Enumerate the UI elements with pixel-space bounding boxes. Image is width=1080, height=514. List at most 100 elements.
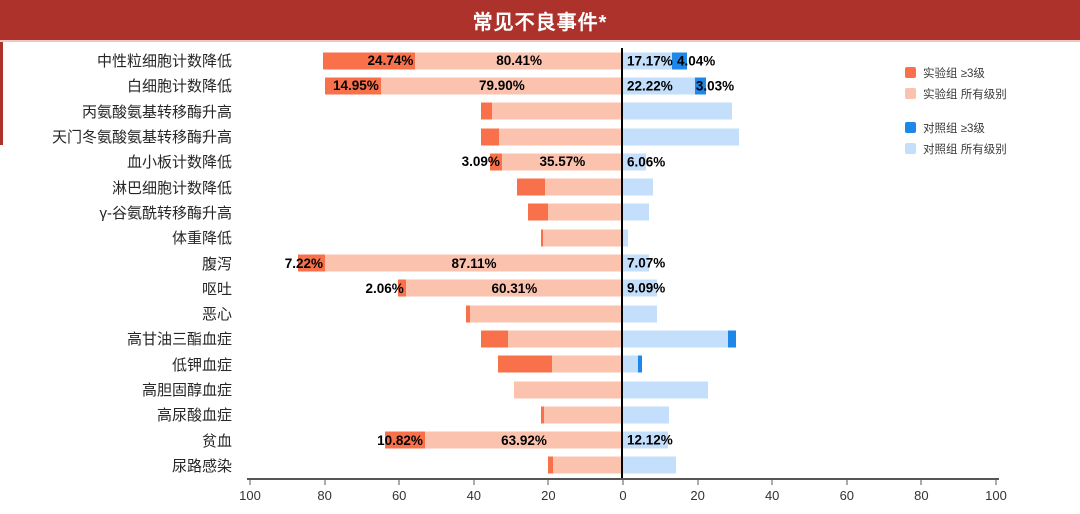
value-label-ctrl-all: 6.06% [627, 154, 666, 170]
x-axis-tick [547, 480, 549, 485]
value-label-exp-all: 63.92% [501, 432, 547, 448]
chart-row [250, 352, 996, 377]
category-label: 中性粒细胞计数降低 [96, 53, 232, 71]
legend: 实验组 ≥3级 实验组 所有级别 对照组 ≥3级 对照组 所有级别 [905, 62, 1007, 159]
control-half: 6.06% [623, 149, 996, 174]
control-half [623, 326, 996, 351]
x-axis-tick-label: 60 [839, 488, 855, 503]
control-half [623, 225, 996, 250]
bar-exp-all-grades [480, 128, 623, 146]
bar-ctrl-all-grades [623, 178, 654, 196]
chart-row [250, 326, 996, 351]
value-label-exp-all: 87.11% [451, 255, 497, 271]
bar-exp-all-grades: 24.74% 80.41% [323, 52, 623, 70]
bar-exp-grade3 [540, 229, 544, 247]
legend-swatch [905, 88, 916, 99]
control-half [623, 200, 996, 225]
experimental-half: 10.82% 63.92% [250, 427, 623, 452]
bar-exp-all-grades [514, 381, 623, 398]
bar-exp-all-grades [480, 330, 623, 348]
bar-exp-all-grades [548, 456, 623, 474]
value-label-exp-all: 60.31% [491, 280, 538, 296]
left-edge-strip [0, 42, 3, 145]
bar-exp-grade3: 10.82% [377, 431, 425, 449]
x-axis-tick [622, 480, 624, 485]
x-axis-tick-label: 20 [690, 488, 705, 503]
bar-ctrl-all-grades [623, 102, 733, 120]
chart-row: 2.06% 60.31% 9.09% [250, 276, 996, 301]
control-half [623, 352, 996, 377]
x-axis-tick [920, 480, 922, 485]
category-label: 贫血 [201, 432, 232, 450]
value-label-exp-all: 79.90% [478, 78, 525, 94]
bar-ctrl-grade3 [671, 52, 688, 70]
bar-ctrl-all-grades [623, 254, 650, 272]
chart-row [250, 402, 996, 427]
bar-exp-all-grades: 14.95% 79.90% [324, 77, 623, 95]
bar-ctrl-grade3 [637, 355, 643, 373]
x-axis-tick-label: 40 [764, 488, 780, 503]
chart-row [250, 99, 996, 124]
experimental-half [250, 352, 623, 377]
x-axis-tick-label: 40 [466, 488, 482, 503]
control-half [623, 453, 996, 478]
x-axis-tick [995, 480, 997, 485]
chart-row: 7.22% 87.11% 7.07% [250, 250, 996, 275]
control-half [623, 174, 996, 199]
bar-ctrl-all-grades [623, 128, 739, 146]
chart-row [250, 174, 996, 199]
value-label-ctrl-all: 17.17% [627, 52, 673, 68]
bar-exp-grade3: 14.95% [324, 77, 381, 95]
bar-ctrl-all-grades [623, 52, 688, 70]
experimental-half [250, 402, 623, 427]
bar-exp-all-grades [517, 178, 623, 196]
category-label: 呕吐 [201, 280, 232, 298]
control-half [623, 377, 996, 402]
bar-ctrl-all-grades [623, 456, 676, 474]
x-axis-tick-label: 100 [239, 488, 261, 503]
chart-row: 24.74% 80.41% 17.17% 4.04% [250, 48, 996, 73]
bar-exp-all-grades [540, 406, 623, 424]
experimental-half: 24.74% 80.41% [250, 48, 623, 73]
value-label-ctrl-all: 12.12% [627, 432, 673, 448]
bar-exp-all-grades: 2.06% 60.31% [365, 279, 623, 297]
legend-swatch [905, 67, 916, 78]
bar-exp-all-grades [498, 355, 623, 373]
experimental-half: 3.09% 35.57% [250, 149, 623, 174]
chart-title-bar: 常见不良事件* [0, 0, 1080, 42]
experimental-half [250, 326, 623, 351]
legend-swatch [905, 122, 916, 133]
legend-swatch [905, 143, 916, 154]
legend-item: 实验组 所有级别 [905, 83, 1007, 104]
x-axis-line [247, 478, 999, 480]
bar-exp-grade3 [548, 456, 553, 474]
x-axis-tick [473, 480, 475, 485]
legend-item: 实验组 ≥3级 [905, 62, 1007, 83]
category-label: 腹泻 [201, 255, 232, 273]
x-axis-tick [846, 480, 848, 485]
experimental-half [250, 174, 623, 199]
bar-ctrl-all-grades [623, 229, 628, 247]
chart-row [250, 377, 996, 402]
experimental-half [250, 453, 623, 478]
bar-exp-grade3 [517, 178, 546, 196]
value-label-exp-grade3: 3.09% [461, 154, 500, 170]
bar-exp-all-grades: 3.09% 35.57% [462, 153, 623, 171]
value-label-exp-grade3: 24.74% [367, 52, 414, 68]
experimental-half [250, 124, 623, 149]
bar-exp-grade3: 3.09% [462, 153, 502, 171]
category-label: 恶心 [201, 306, 232, 324]
chart-row [250, 225, 996, 250]
bar-ctrl-all-grades [623, 406, 669, 424]
bar-exp-grade3 [480, 330, 509, 348]
chart-row [250, 453, 996, 478]
experimental-half: 2.06% 60.31% [250, 276, 623, 301]
legend-label: 对照组 ≥3级 [923, 122, 985, 135]
control-half [623, 99, 996, 124]
x-axis-tick-label: 80 [914, 488, 929, 503]
control-half [623, 124, 996, 149]
category-label: 体重降低 [171, 230, 232, 248]
value-label-exp-all: 80.41% [496, 52, 543, 68]
experimental-half: 14.95% 79.90% [250, 73, 623, 98]
